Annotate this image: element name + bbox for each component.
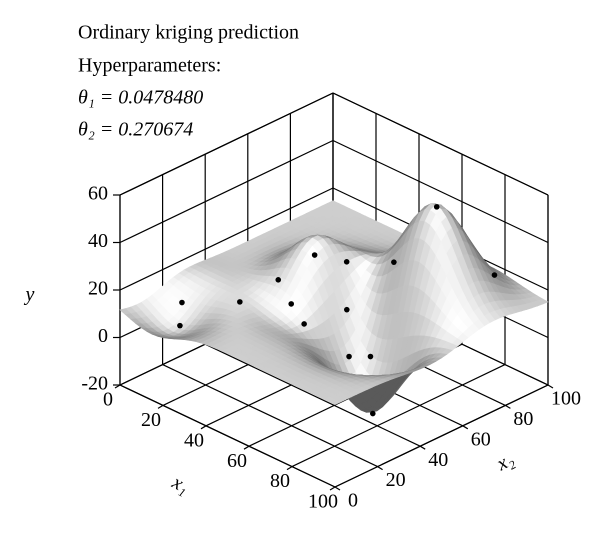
tick-mark (200, 425, 207, 430)
sample-point (367, 353, 374, 360)
x1-tick-label: 20 (141, 409, 161, 431)
grid-line (119, 139, 334, 244)
x2-tick-label: 100 (551, 388, 581, 410)
sample-point (275, 277, 282, 283)
x2-tick-label: 0 (348, 490, 358, 512)
surface-patch (328, 399, 342, 406)
x1-axis-label: x₁ (168, 471, 193, 498)
sample-point (177, 322, 183, 329)
grid-line (204, 343, 421, 447)
tick-mark (157, 404, 164, 409)
tick-mark (329, 486, 336, 491)
x2-tick-label: 40 (428, 449, 448, 471)
tick-mark (462, 425, 469, 430)
y-tick-label: 20 (88, 278, 108, 300)
x2-tick-label: 80 (513, 408, 533, 430)
y-tick-label: 60 (88, 183, 108, 205)
grid-line (291, 364, 506, 468)
title-line: Hyperparameters: (78, 55, 221, 77)
tick-mark (334, 486, 341, 491)
sample-point (346, 353, 352, 360)
tick-mark (243, 445, 250, 450)
sample-point (288, 301, 295, 307)
sample-point (179, 299, 185, 306)
grid-line (332, 139, 549, 244)
grid-line (119, 187, 334, 291)
tick-mark (505, 404, 511, 409)
tick-mark (377, 466, 383, 471)
x2-tick-label: 60 (471, 428, 491, 450)
tick-mark (286, 466, 293, 471)
sample-point (491, 272, 498, 278)
sample-point (311, 252, 318, 258)
box-edge (332, 92, 549, 196)
x1-tick-label: 100 (308, 491, 338, 513)
x2-axis-label: x₂ (492, 448, 517, 475)
title-line: Ordinary kriging prediction (78, 22, 299, 44)
sample-point (301, 321, 307, 327)
title-line: θ₂ = 0.270674 (78, 119, 193, 141)
y-tick-label: 0 (98, 325, 108, 347)
tick-mark (419, 445, 426, 450)
y-tick-label: -20 (81, 373, 108, 395)
sample-point (391, 259, 397, 265)
y-tick-label: 40 (88, 230, 108, 252)
y-axis-label: y (24, 284, 35, 306)
box-edge (119, 92, 334, 196)
x1-tick-label: 0 (103, 389, 113, 411)
tick-mark (547, 384, 554, 389)
grid-line (162, 364, 378, 468)
title-line: θ₁ = 0.0478480 (78, 87, 203, 109)
tick-mark (114, 384, 121, 389)
sample-point (433, 204, 440, 210)
x1-tick-label: 40 (184, 429, 204, 451)
box-edge (334, 384, 549, 488)
sample-point (344, 306, 350, 313)
box-edge (119, 384, 336, 488)
sample-point (370, 410, 376, 417)
sample-point (343, 259, 350, 265)
x2-tick-label: 20 (386, 469, 406, 491)
sample-point (237, 299, 243, 305)
x1-tick-label: 60 (227, 450, 247, 472)
x1-tick-label: 80 (270, 470, 290, 492)
